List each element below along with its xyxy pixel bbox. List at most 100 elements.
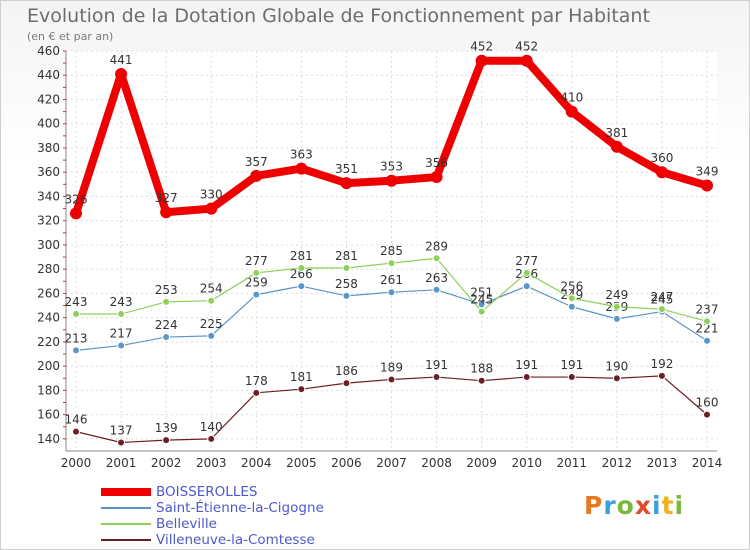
data-label: 191 [515, 358, 538, 372]
data-point [115, 68, 128, 81]
data-label: 191 [425, 358, 448, 372]
data-point [565, 105, 578, 118]
data-label: 178 [245, 374, 268, 388]
data-label: 160 [696, 396, 719, 410]
logo-letter: i [674, 491, 685, 520]
data-point [432, 254, 441, 263]
proxiti-logo: Proxiti [584, 491, 684, 520]
data-label: 327 [155, 191, 178, 205]
x-tick-label: 2013 [647, 456, 678, 470]
data-label: 225 [200, 317, 223, 331]
data-point [72, 427, 80, 436]
data-label: 363 [290, 148, 313, 162]
data-label: 191 [560, 358, 583, 372]
data-label: 281 [290, 249, 313, 263]
x-tick-label: 2012 [602, 456, 633, 470]
y-tick-label: 400 [37, 117, 60, 131]
data-point [207, 296, 216, 305]
data-label: 326 [65, 192, 88, 206]
data-label: 190 [605, 359, 628, 373]
series-belleville: 243 243 253 254 277 281 281 285 289 245 277 256 249 2… [65, 239, 719, 326]
data-label: 247 [650, 290, 673, 304]
x-tick-label: 2001 [106, 456, 137, 470]
y-tick-label: 360 [37, 165, 60, 179]
data-point [432, 285, 441, 294]
x-tick-label: 2003 [196, 456, 227, 470]
x-tick-label: 2004 [241, 456, 272, 470]
data-point [430, 171, 443, 184]
y-tick-label: 380 [37, 141, 60, 155]
data-point [612, 374, 621, 383]
data-point [657, 371, 666, 380]
data-point [207, 434, 216, 443]
y-tick-label: 440 [37, 68, 60, 82]
legend-swatch [101, 539, 151, 541]
data-label: 237 [696, 302, 719, 316]
data-label: 281 [335, 249, 358, 263]
x-tick-label: 2011 [557, 456, 588, 470]
data-point [385, 174, 398, 187]
data-point [520, 54, 533, 67]
data-label: 441 [110, 53, 133, 67]
data-label: 243 [110, 295, 133, 309]
y-tick-label: 280 [37, 262, 60, 276]
data-label: 243 [65, 295, 88, 309]
data-point [160, 206, 173, 219]
data-label: 258 [335, 277, 358, 291]
y-tick-label: 160 [37, 408, 60, 422]
data-point [72, 346, 80, 355]
x-tick-label: 2010 [511, 456, 542, 470]
data-point [703, 317, 711, 326]
legend-label: BOISSEROLLES [156, 484, 258, 500]
y-tick-label: 240 [37, 311, 60, 325]
data-label: 213 [65, 331, 88, 345]
data-label: 356 [425, 156, 448, 170]
data-point [475, 54, 488, 67]
y-tick-label: 200 [37, 359, 60, 373]
data-label: 188 [470, 362, 493, 376]
data-label: 259 [245, 276, 268, 290]
data-point [250, 169, 263, 182]
series-boisserolles: 326 441 327 330 357 363 351 353 356 452 452 410 381 3… [65, 40, 718, 220]
data-label: 266 [290, 267, 313, 281]
data-label: 285 [380, 244, 403, 258]
x-tick-label: 2014 [692, 456, 723, 470]
y-tick-label: 460 [37, 44, 60, 58]
data-point [162, 436, 171, 445]
y-tick-label: 300 [37, 238, 60, 252]
chart-title: Evolution de la Dotation Globale de Fonc… [27, 5, 650, 27]
data-label: 245 [650, 293, 673, 307]
logo-letter: t [661, 491, 675, 520]
data-point [703, 410, 711, 419]
data-point [387, 259, 396, 268]
data-point [657, 305, 666, 314]
y-tick-label: 220 [37, 335, 60, 349]
data-point [387, 288, 396, 297]
data-point [297, 282, 306, 291]
data-label: 249 [605, 288, 628, 302]
data-point [297, 263, 306, 272]
data-label: 245 [470, 293, 493, 307]
data-label: 351 [335, 162, 358, 176]
data-label: 224 [155, 318, 178, 332]
legend-label: Villeneuve-la-Comtesse [156, 532, 315, 548]
data-point [655, 166, 668, 179]
data-point [340, 177, 353, 190]
data-label: 277 [245, 254, 268, 268]
data-point [252, 290, 261, 299]
data-point [477, 376, 486, 385]
data-label: 330 [200, 188, 223, 202]
logo-letter: P [584, 491, 604, 520]
data-label: 452 [470, 40, 493, 54]
data-point [72, 310, 80, 319]
data-point [432, 373, 441, 382]
data-point [610, 140, 623, 153]
data-label: 261 [380, 273, 403, 287]
legend-swatch [101, 507, 151, 509]
data-point [117, 310, 126, 319]
data-point [342, 379, 351, 388]
data-point [612, 302, 621, 311]
series-saint-etienne-la-cigogne: 2132172242252592662582612632512662492392… [65, 267, 718, 355]
data-point [207, 331, 216, 340]
data-point [342, 291, 351, 300]
